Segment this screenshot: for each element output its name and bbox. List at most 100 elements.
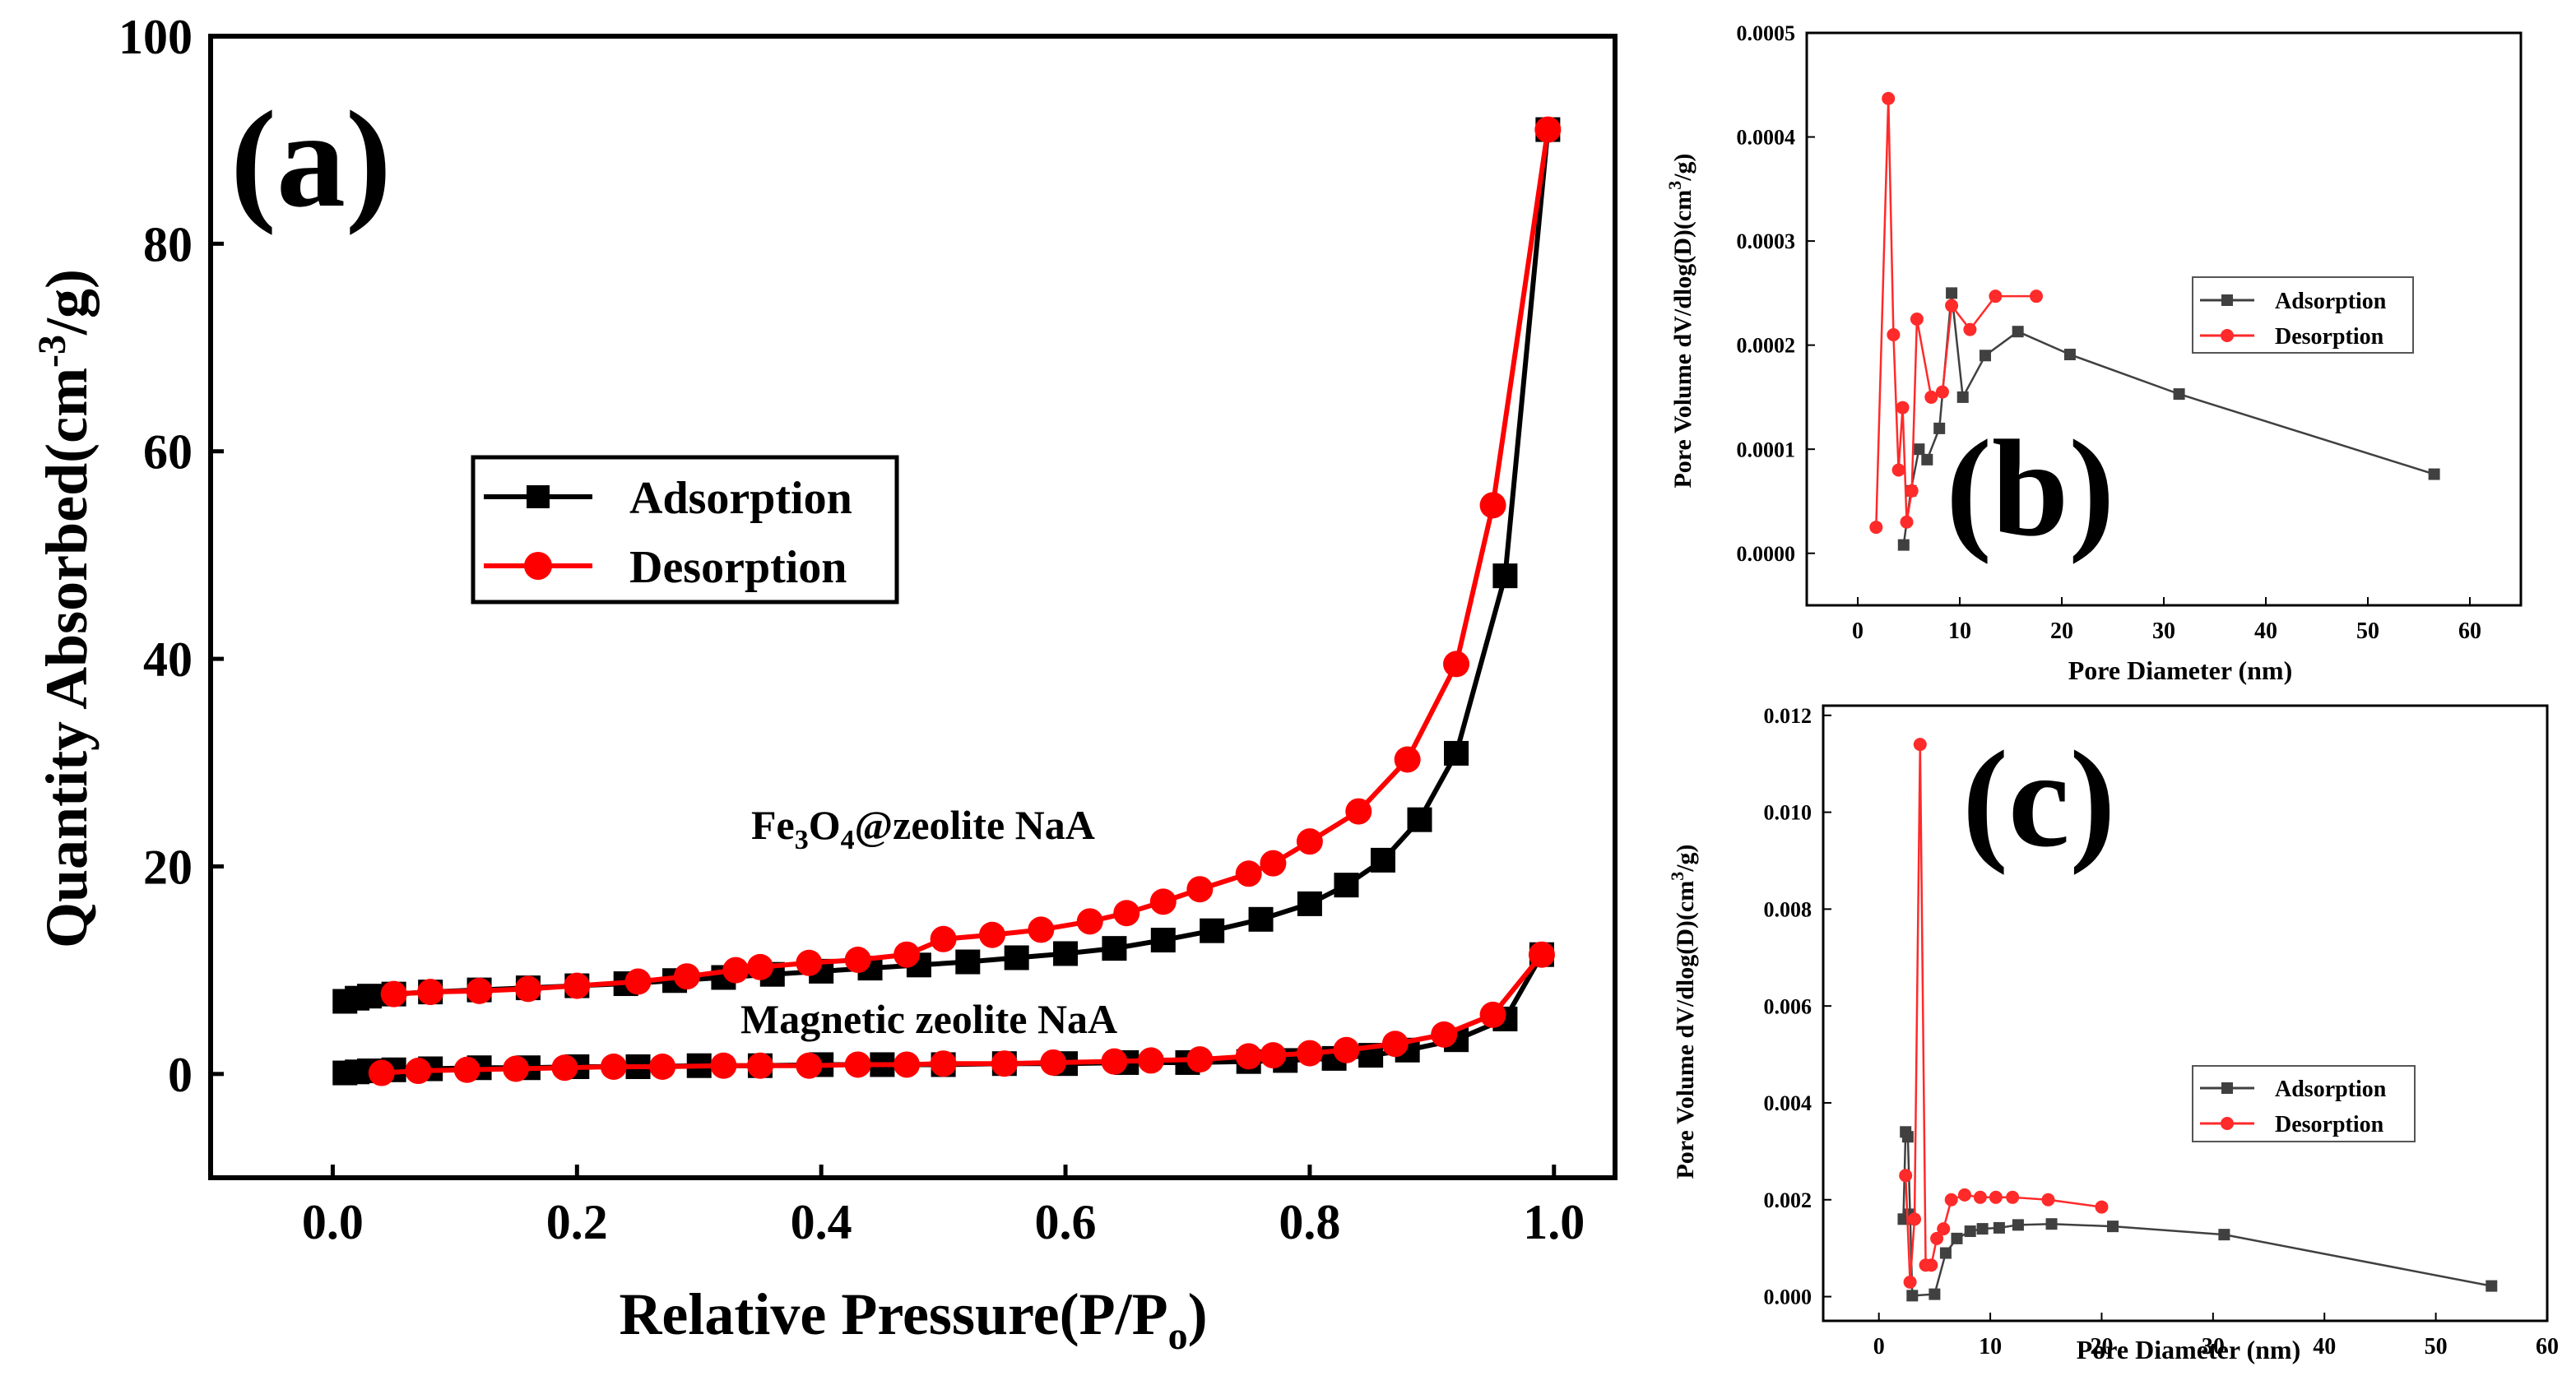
x-tick-label: 60: [2536, 1334, 2559, 1360]
panel-a-label: (a): [230, 83, 392, 236]
data-point-desorption: [991, 1050, 1018, 1077]
panel-c: 0 10 20 30 40 50 60 0.000 0.002 0.004 0.006 0.008 0.…: [1667, 704, 2559, 1364]
panel-c-legend-adsorption-marker: [2221, 1082, 2233, 1094]
data-point-desorption: [796, 949, 823, 976]
panel-a-legend-adsorption-marker: [527, 485, 550, 508]
panel-a-ylabel-end: /g): [34, 269, 100, 336]
y-tick-label: 0.0003: [1737, 229, 1796, 253]
x-tick-label: 30: [2152, 618, 2175, 644]
data-point-desorption: [1887, 327, 1901, 341]
data-point-adsorption: [356, 984, 382, 1009]
panel-c-frame: [1822, 704, 2549, 1322]
y-tick-label: 0.0000: [1737, 542, 1796, 566]
data-point-desorption: [1443, 651, 1470, 678]
data-point-desorption: [1899, 1169, 1913, 1183]
data-point-desorption: [1905, 484, 1919, 498]
panel-c-label: (c): [1962, 723, 2115, 876]
data-point-desorption: [1260, 850, 1287, 877]
data-point-desorption: [673, 963, 700, 990]
data-point-desorption: [1973, 1190, 1987, 1204]
panel-b-ylabel-main: Pore Volume dV/dlog(D)(cm: [1669, 190, 1696, 489]
data-point-desorption: [649, 1053, 676, 1080]
data-point-desorption: [514, 975, 541, 1003]
panel-c-ylabel-end: /g): [1672, 844, 1699, 872]
data-point-desorption: [1431, 1021, 1458, 1048]
data-point-desorption: [844, 1051, 871, 1078]
panel-b-series: [1869, 91, 2440, 551]
data-point-desorption: [1260, 1042, 1287, 1069]
data-point-desorption: [1937, 1222, 1951, 1236]
data-point-desorption: [1882, 91, 1896, 105]
x-tick-label: 1.0: [1523, 1195, 1585, 1249]
x-tick-label: 0.2: [546, 1195, 608, 1249]
data-point-desorption: [722, 957, 750, 984]
data-point-desorption: [978, 921, 1005, 948]
y-tick-label: 0.000: [1764, 1285, 1812, 1309]
data-point-desorption: [1534, 116, 1562, 143]
data-point-desorption: [503, 1055, 530, 1082]
x-tick-label: 0.6: [1035, 1195, 1097, 1249]
data-point-desorption: [1296, 828, 1323, 855]
x-tick-label: 60: [2458, 618, 2481, 644]
data-point-adsorption: [1964, 1225, 1976, 1238]
fe-text: Fe: [751, 802, 795, 848]
panel-b-legend-desorption: Desorption: [2275, 324, 2384, 350]
y-tick-label: 40: [143, 632, 193, 687]
panel-a-legend-desorption-marker: [524, 552, 552, 580]
y-tick-label: 0.002: [1764, 1188, 1812, 1212]
y-tick-label: 60: [143, 425, 193, 479]
panel-a-xlabel-end: ): [1188, 1281, 1208, 1347]
data-point-adsorption: [1150, 928, 1176, 953]
panel-a-axes: 0.0 0.2 0.4 0.6 0.8 1.0 0 20 40 60 80 100: [118, 10, 1585, 1249]
data-point-desorption: [380, 980, 407, 1007]
y-tick-label: 0.0001: [1737, 438, 1796, 461]
panel-c-legend-adsorption: Adsorption: [2275, 1077, 2387, 1102]
panel-b-axes: 0 10 20 30 40 50 60 0.0000 0.0001 0.0002 0.0003 0.0…: [1737, 21, 2482, 644]
data-point-desorption: [1924, 390, 1938, 404]
data-point-adsorption: [1004, 945, 1029, 970]
series-line-adsorption: [1902, 1131, 2492, 1297]
data-point-desorption: [405, 1058, 432, 1085]
sub-4: 4: [841, 825, 855, 855]
y-tick-label: 0.012: [1764, 704, 1812, 728]
x-tick-label: 20: [2050, 618, 2073, 644]
y-tick-label: 20: [143, 840, 193, 894]
data-point-adsorption: [1939, 1247, 1952, 1259]
data-point-adsorption: [1906, 1290, 1919, 1302]
x-tick-label: 0: [1852, 618, 1864, 644]
panel-a-xlabel: Relative Pressure(P/Po): [619, 1281, 1207, 1358]
data-point-adsorption: [1933, 422, 1946, 434]
series-line-adsorption: [1902, 292, 2434, 545]
data-point-adsorption: [1444, 740, 1469, 766]
data-point-desorption: [930, 925, 957, 952]
data-point-desorption: [2030, 290, 2043, 303]
panel-a-annotation-fe3o4: Fe3O4@zeolite NaA: [751, 802, 1095, 855]
data-point-desorption: [1296, 1040, 1323, 1067]
data-point-desorption: [453, 1056, 480, 1083]
data-point-desorption: [1944, 1193, 1958, 1207]
data-point-desorption: [1957, 1188, 1971, 1202]
data-point-adsorption: [2428, 468, 2440, 480]
data-point-desorption: [1924, 1258, 1938, 1272]
data-point-adsorption: [1913, 443, 1925, 456]
data-point-adsorption: [1921, 453, 1933, 466]
panel-a-legend-desorption: Desorption: [629, 542, 847, 593]
y-tick-label: 80: [143, 217, 193, 271]
data-point-adsorption: [2063, 349, 2076, 361]
panel-a-ylabel-sup: -3: [30, 335, 74, 368]
data-point-desorption: [624, 968, 652, 995]
x-tick-label: 40: [2313, 1334, 2336, 1360]
data-point-desorption: [1028, 916, 1055, 943]
panel-c-axes: 0 10 20 30 40 50 60 0.000 0.002 0.004 0.006 0.008 0.…: [1764, 704, 2560, 1360]
data-point-desorption: [1869, 521, 1883, 535]
panel-b-ylabel: Pore Volume dV/dlog(D)(cm3/g): [1664, 153, 1696, 488]
panel-a-ylabel: Quantity Absorbed(cm-3/g): [30, 269, 100, 948]
panel-b-ylabel-sup: 3: [1664, 181, 1685, 190]
panel-c-series: [1897, 738, 2498, 1302]
y-tick-label: 0.0004: [1737, 126, 1796, 150]
data-point-desorption: [564, 972, 591, 999]
panel-b-legend-adsorption-marker: [2221, 294, 2233, 306]
panel-a-legend: Adsorption Desorption: [471, 455, 899, 604]
data-point-desorption: [1394, 746, 1421, 773]
panel-c-ylabel: Pore Volume dV/dlog(D)(cm3/g): [1667, 844, 1699, 1179]
